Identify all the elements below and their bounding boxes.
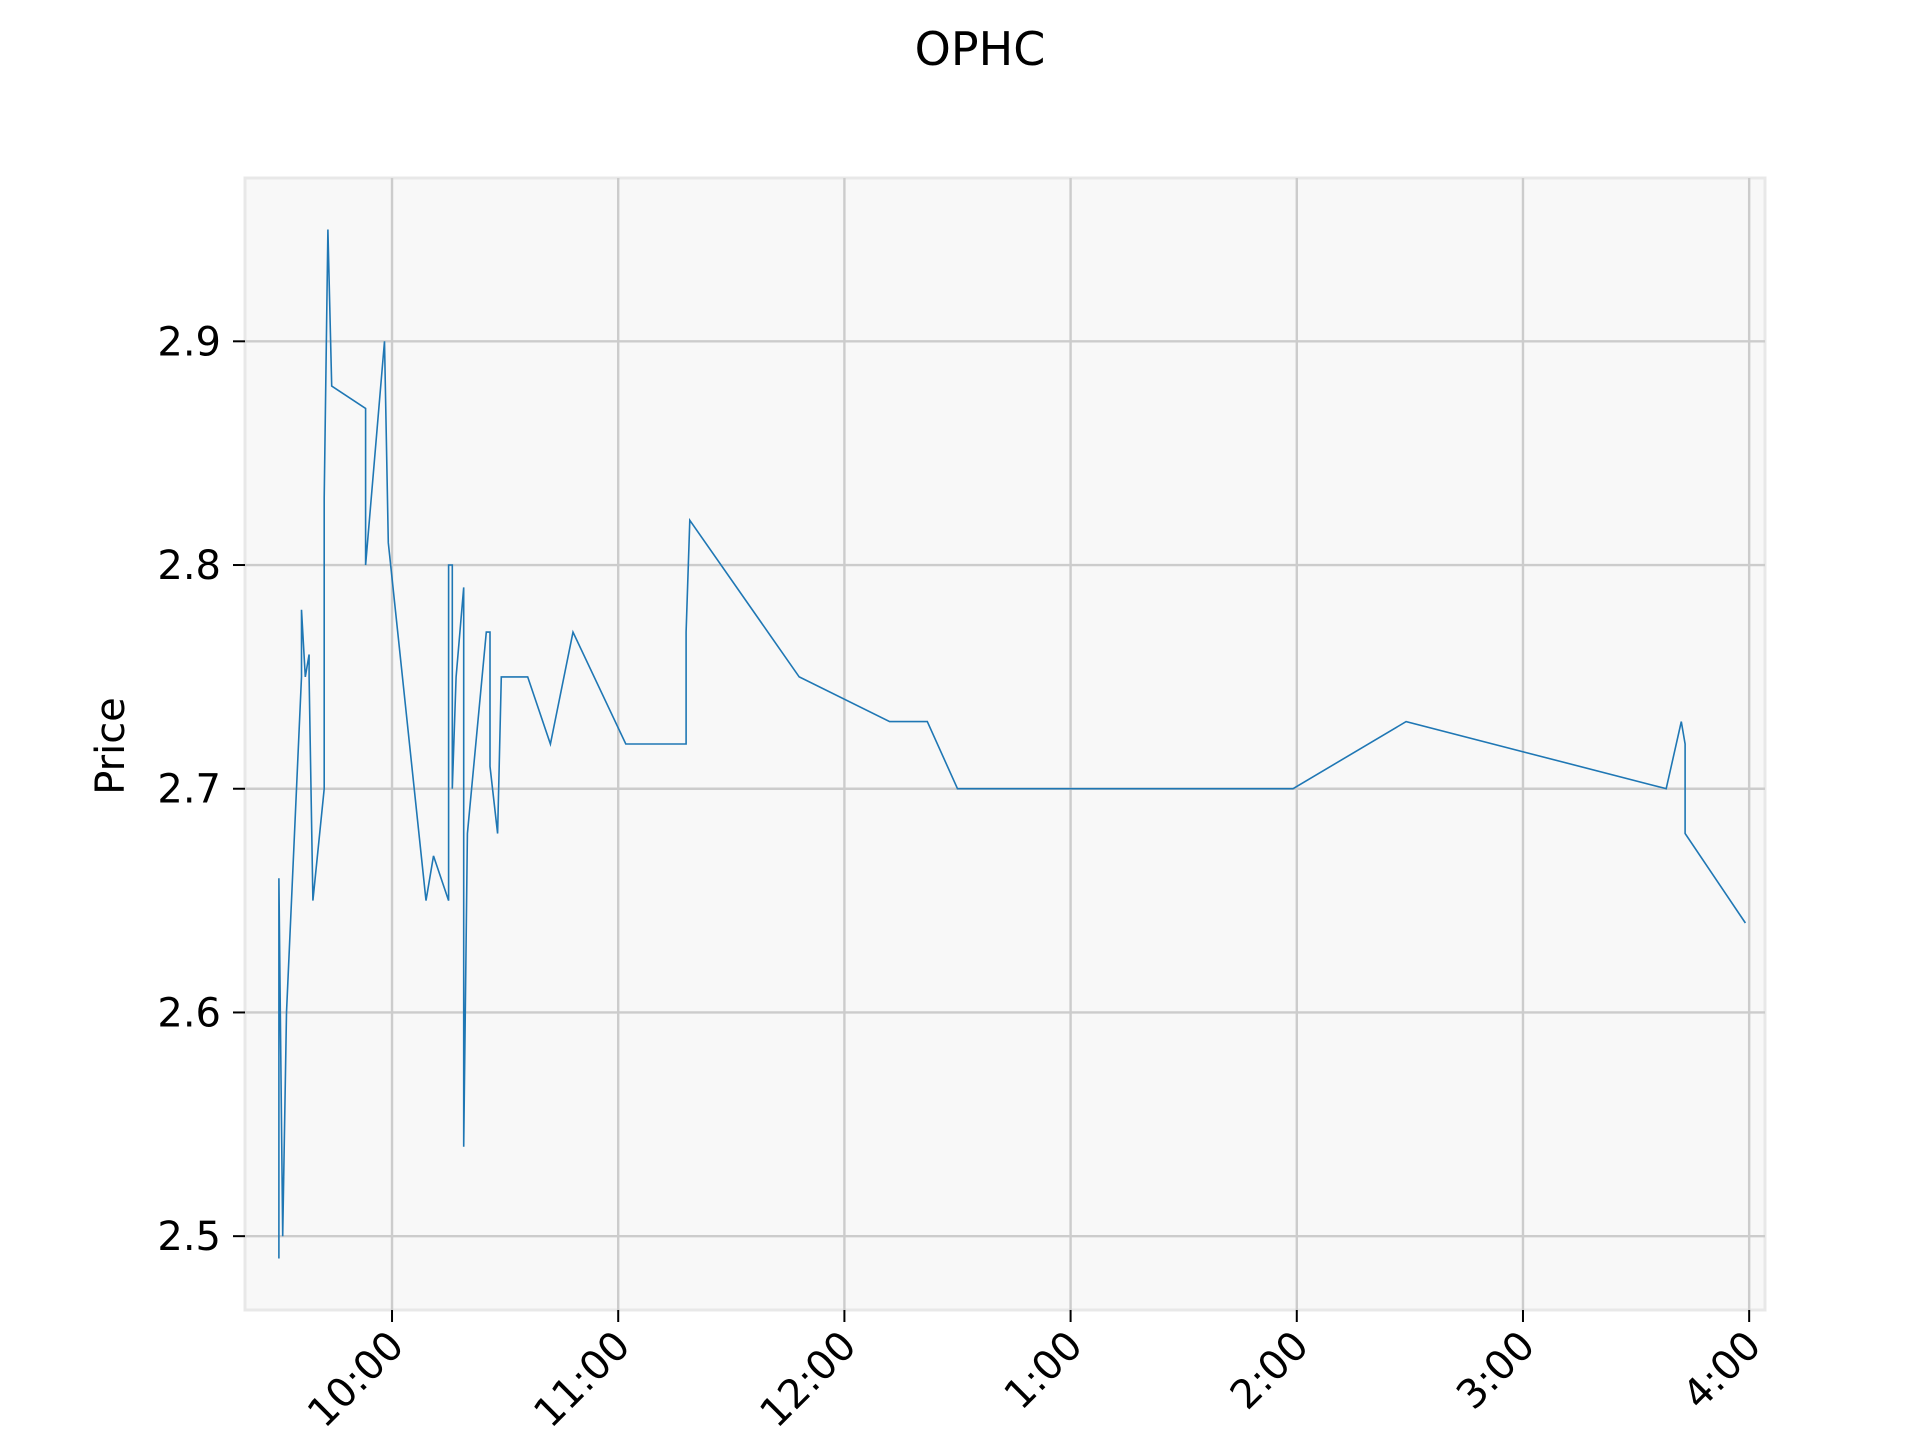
y-tick-label: 2.5 [157,1214,221,1260]
x-tick-label: 11:00 [525,1323,639,1437]
x-tick-label: 3:00 [1448,1323,1544,1419]
x-tick-label: 4:00 [1674,1323,1770,1419]
x-tick-label: 10:00 [299,1323,413,1437]
series-layer [278,229,1747,1259]
x-tick-label: 1:00 [996,1323,1092,1419]
plot-area [243,176,1767,1312]
y-tick-label: 2.7 [157,767,221,813]
y-tick-label: 2.8 [157,543,221,589]
y-tick-label: 2.9 [157,319,221,365]
grid-lines [245,178,1765,1310]
chart-title: OPHC [915,22,1046,76]
y-tick-label: 2.6 [157,990,221,1036]
x-tick-label: 2:00 [1222,1323,1318,1419]
y-axis-ticks: 2.5 2.6 2.7 2.8 2.9 [157,319,245,1260]
price-series-line [278,229,1747,1259]
x-axis-ticks: 10:00 11:00 12:00 1:00 2:00 3:00 4:00 [299,1310,1770,1437]
y-axis-title: Price [88,697,134,795]
x-tick-label: 12:00 [751,1323,865,1437]
